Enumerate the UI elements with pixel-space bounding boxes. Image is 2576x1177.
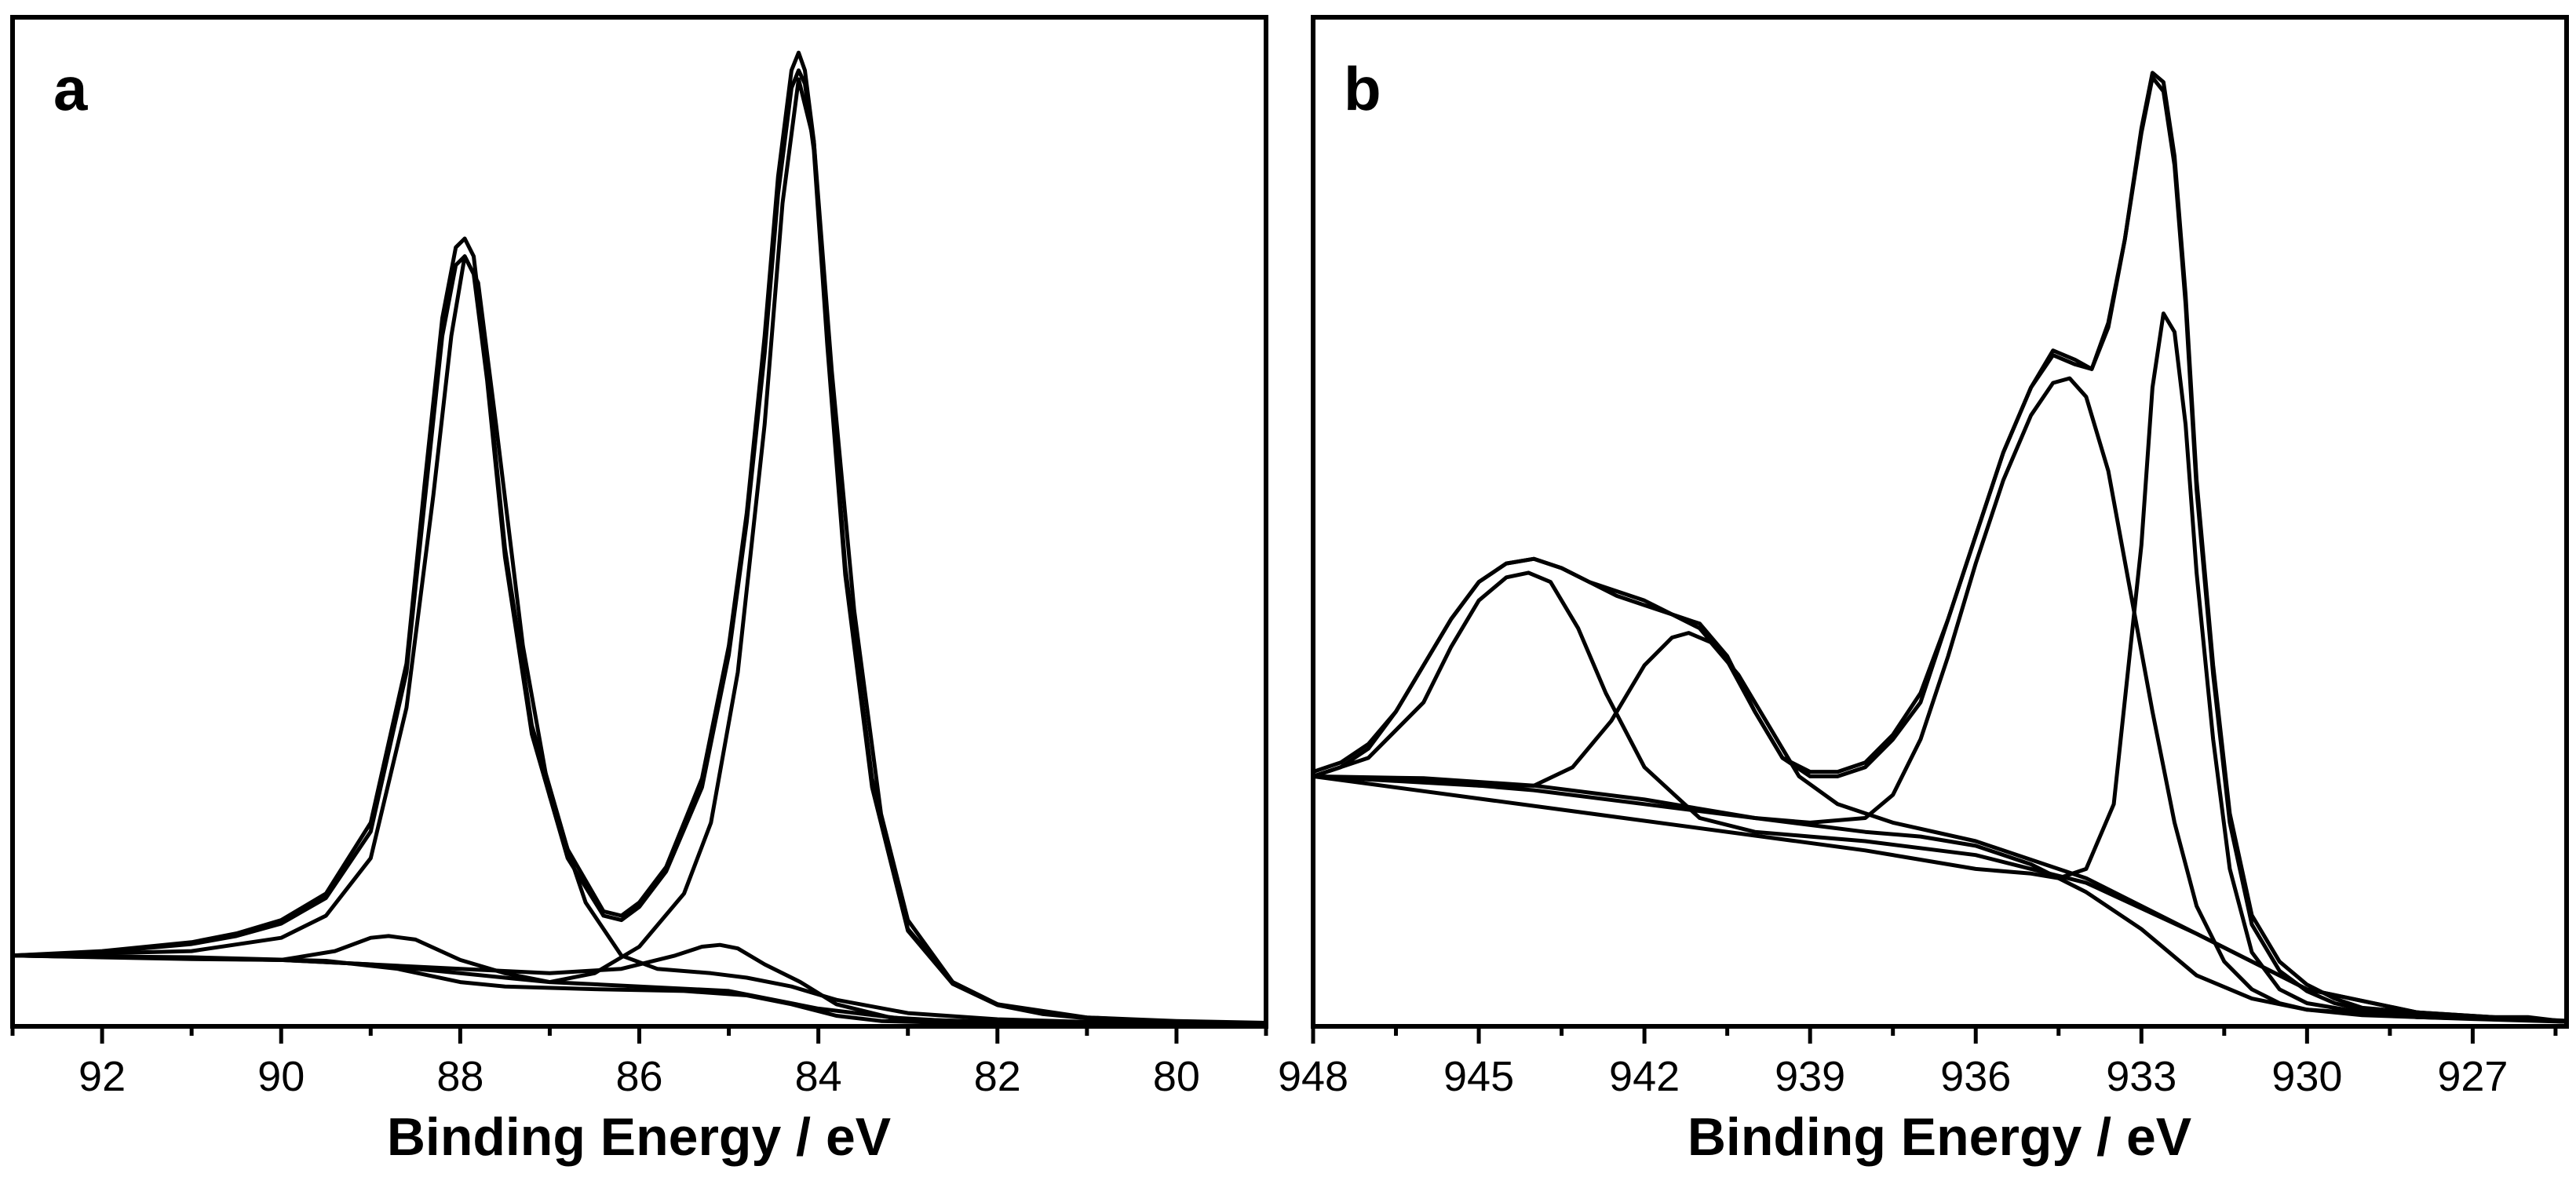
panel-a-frame xyxy=(10,15,1268,1029)
panel-a-x-tick-label: 92 xyxy=(78,1053,126,1100)
panel-a-x-tick-label: 84 xyxy=(795,1053,842,1100)
panel-b-series-satellite-component-2 xyxy=(1311,631,2569,1024)
panel-b-chart: 948 945 942 939 936 933 930 927 b Binding Energ… xyxy=(1278,15,2569,1167)
panel-b-x-tick-label: 942 xyxy=(1609,1053,1680,1100)
panel-b-x-tick-label: 930 xyxy=(2271,1053,2342,1100)
panel-b-x-tick-label: 945 xyxy=(1443,1053,1514,1100)
panel-a-series-measured xyxy=(10,50,1268,1025)
panel-b-series-background xyxy=(1311,774,2569,1024)
panel-a-series-au-4f5-2-component xyxy=(10,254,1268,1027)
panel-a-x-tick-label: 88 xyxy=(436,1053,483,1100)
panel-b-x-tick-label: 948 xyxy=(1278,1053,1348,1100)
panel-b-curves xyxy=(1311,71,2569,1024)
panel-b-x-tick-label: 933 xyxy=(2106,1053,2176,1100)
panel-b-x-tick-label: 936 xyxy=(1940,1053,2011,1100)
panel-b-series-cu-2p3-2-second-component xyxy=(1311,376,2569,1024)
panel-a-x-axis-title: Binding Energy / eV xyxy=(387,1107,891,1167)
panel-b-series-envelope-fit xyxy=(1311,75,2569,1023)
panel-b-series-cu-2p3-2-main-component xyxy=(1311,312,2569,1024)
panel-a-series-minor-component-2 xyxy=(10,942,1268,1027)
panel-a-chart: 92 90 88 86 84 82 80 a Binding Energy / eV xyxy=(10,15,1268,1167)
panel-a-series-au-4f7-2-component xyxy=(10,77,1268,1026)
panel-b-x-axis-title: Binding Energy / eV xyxy=(1688,1107,2191,1167)
panel-b-x-axis: 948 945 942 939 936 933 930 927 xyxy=(1278,1026,2558,1100)
panel-b-label: b xyxy=(1344,54,1381,123)
panel-a-series-envelope-fit xyxy=(10,68,1268,1026)
panel-b-x-tick-label: 939 xyxy=(1775,1053,1845,1100)
panel-a-x-tick-label: 90 xyxy=(257,1053,305,1100)
panel-a-x-tick-label: 80 xyxy=(1153,1053,1200,1100)
panel-b-frame xyxy=(1311,15,2569,1029)
panel-a-x-tick-label: 82 xyxy=(974,1053,1021,1100)
panel-a-label: a xyxy=(53,54,88,123)
panel-a-x-axis: 92 90 88 86 84 82 80 xyxy=(10,1026,1268,1100)
panel-a-curves xyxy=(10,50,1268,1027)
panel-b-x-tick-label: 927 xyxy=(2437,1053,2508,1100)
panel-b-series-measured xyxy=(1311,71,2569,1024)
panel-a-x-tick-label: 86 xyxy=(615,1053,662,1100)
panel-a-series-background xyxy=(10,953,1268,1027)
